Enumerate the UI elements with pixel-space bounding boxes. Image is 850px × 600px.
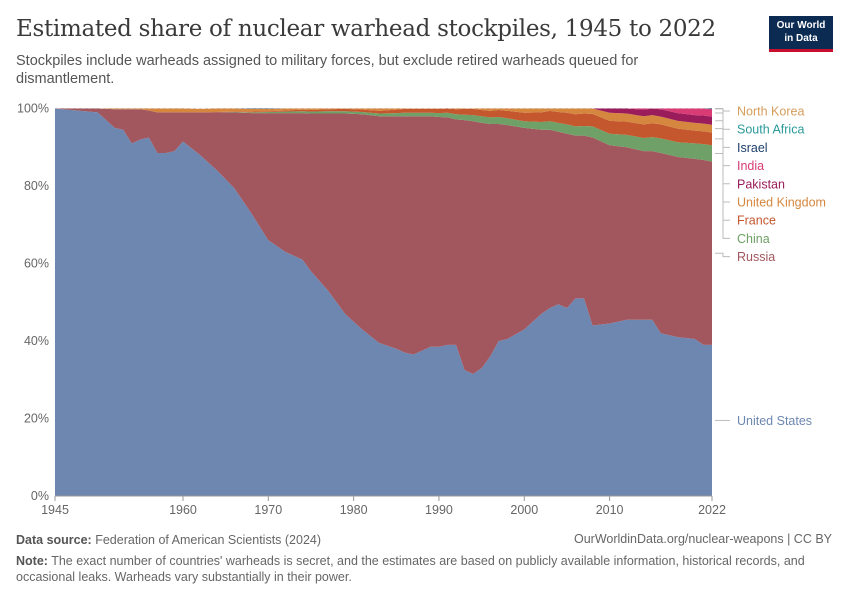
- legend-label-russia: Russia: [737, 250, 775, 264]
- x-tick-label: 1960: [169, 503, 197, 517]
- y-tick-label: 40%: [24, 334, 49, 348]
- source-url-link[interactable]: OurWorldinData.org/nuclear-weapons | CC …: [574, 532, 832, 546]
- y-tick-label: 20%: [24, 412, 49, 426]
- legend-label-north-korea: North Korea: [737, 105, 804, 119]
- x-tick-label: 1980: [340, 503, 368, 517]
- y-tick-label: 60%: [24, 257, 49, 271]
- chart-note: Note: The exact number of countries' war…: [16, 553, 816, 585]
- source-label: Data source:: [16, 533, 92, 547]
- chart-title: Estimated share of nuclear warhead stock…: [16, 16, 716, 42]
- legend-label-france: France: [737, 214, 776, 228]
- legend-label-israel: Israel: [737, 141, 768, 155]
- legend-label-south-africa: South Africa: [737, 123, 804, 137]
- y-tick-label: 0%: [31, 489, 49, 503]
- owid-logo[interactable]: Our World in Data: [769, 16, 833, 52]
- legend-connector: [715, 152, 730, 239]
- note-text: The exact number of countries' warheads …: [16, 554, 805, 584]
- y-tick-label: 100%: [17, 102, 49, 116]
- legend-label-china: China: [737, 232, 770, 246]
- legend-label-pakistan: Pakistan: [737, 177, 785, 191]
- area-france: [55, 108, 712, 146]
- x-tick-label: 2000: [510, 503, 538, 517]
- legend-connector: [715, 252, 730, 258]
- x-tick-label: 2010: [596, 503, 624, 517]
- area-china: [55, 108, 712, 162]
- x-tick-label: 1990: [425, 503, 453, 517]
- legend-label-united-kingdom: United Kingdom: [737, 196, 826, 210]
- logo-line-1: Our World: [776, 20, 826, 31]
- x-tick-label: 2022: [698, 503, 726, 517]
- area-pakistan: [55, 108, 712, 125]
- y-tick-label: 80%: [24, 179, 49, 193]
- area-united-states: [55, 108, 712, 496]
- note-label: Note:: [16, 554, 48, 568]
- legend-label-united-states: United States: [737, 414, 812, 428]
- data-source: Data source: Federation of American Scie…: [16, 532, 321, 548]
- legend-label-india: India: [737, 159, 764, 173]
- chart-subtitle: Stockpiles include warheads assigned to …: [16, 53, 639, 87]
- x-tick-label: 1945: [41, 503, 69, 517]
- logo-line-2: in Data: [784, 33, 818, 44]
- source-text: Federation of American Scientists (2024): [95, 533, 322, 547]
- x-tick-label: 1970: [254, 503, 282, 517]
- area-russia: [55, 108, 712, 374]
